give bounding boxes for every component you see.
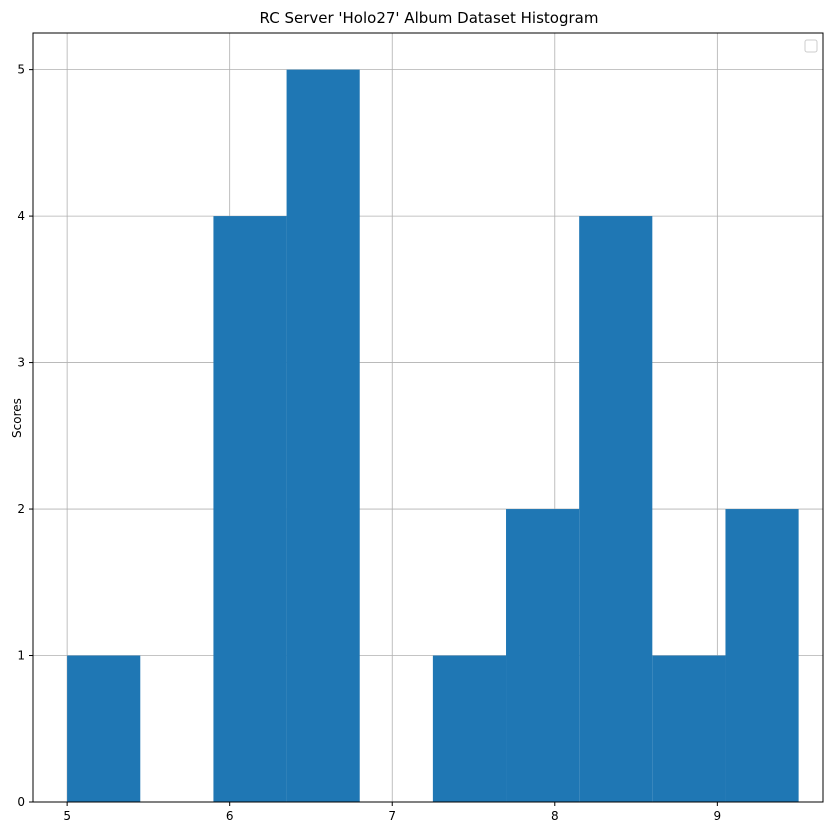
histogram-bar <box>286 69 360 803</box>
y-tick-label: 0 <box>17 795 25 809</box>
histogram-bar <box>579 216 653 803</box>
y-axis-label: Scores <box>10 398 24 438</box>
y-tick-label: 5 <box>17 63 25 77</box>
histogram-bar <box>213 216 287 803</box>
legend-box <box>804 39 818 53</box>
x-tick-label: 9 <box>714 809 722 823</box>
x-tick-label: 6 <box>226 809 234 823</box>
histogram-bar <box>652 655 726 802</box>
y-tick-label: 2 <box>17 502 25 516</box>
x-tick-label: 5 <box>63 809 71 823</box>
histogram-bar <box>725 509 799 802</box>
y-tick-label: 1 <box>17 649 25 663</box>
histogram-bar <box>67 655 141 802</box>
x-tick-label: 7 <box>388 809 396 823</box>
y-tick-label: 3 <box>17 356 25 370</box>
histogram-bar <box>432 655 507 802</box>
y-axis-ticks: 0 1 2 3 4 5 <box>17 63 33 809</box>
y-tick-label: 4 <box>17 209 25 223</box>
plot-frame <box>32 32 824 803</box>
chart-title: RC Server 'Holo27' Album Dataset Histogr… <box>260 9 599 27</box>
histogram-bar <box>506 509 580 802</box>
x-axis-ticks: 5 6 7 8 9 <box>63 802 721 823</box>
histogram-bars <box>67 69 799 803</box>
x-tick-label: 8 <box>551 809 559 823</box>
